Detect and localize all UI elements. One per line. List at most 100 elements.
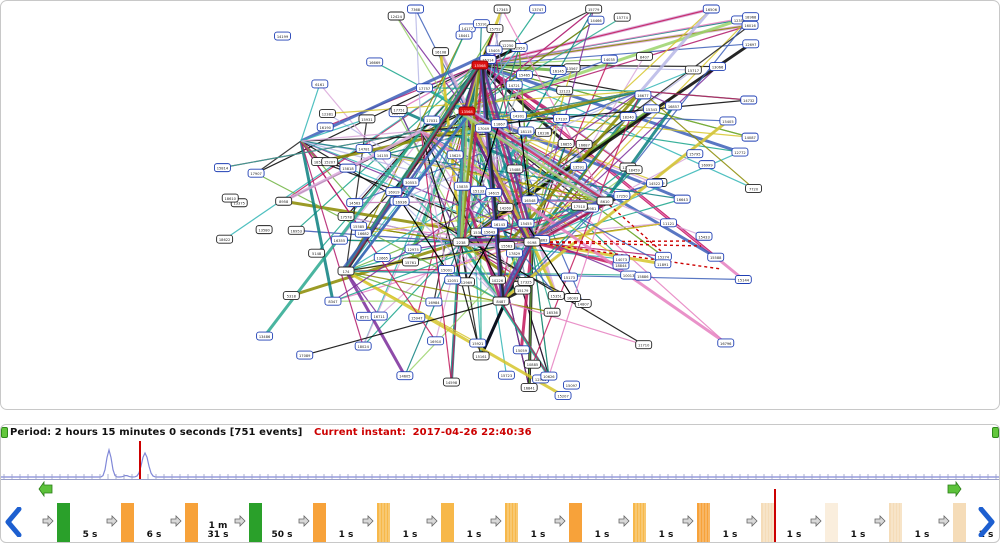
step-arrow-icon[interactable] [426,515,438,527]
graph-node[interactable]: 7368 [407,4,424,14]
graph-node[interactable]: 8407 [636,51,653,61]
graph-node-box[interactable] [458,106,476,116]
event-block-fill[interactable] [185,503,198,543]
event-block[interactable] [249,503,262,543]
graph-node-box[interactable] [686,149,704,159]
graph-node[interactable]: 17250 [613,191,631,201]
graph-node-box[interactable] [469,338,487,348]
graph-node-box[interactable] [416,83,433,93]
graph-node-box[interactable] [446,150,464,160]
graph-node[interactable]: 15643 [481,226,498,236]
graph-node[interactable]: 17089 [296,350,314,360]
step-arrow-icon[interactable] [362,515,374,527]
event-density-sparkline[interactable] [1,439,999,479]
graph-node-box[interactable] [556,85,574,95]
graph-node-box[interactable] [408,312,426,322]
graph-node[interactable]: 2238 [452,237,470,247]
event-block[interactable] [697,503,710,543]
graph-node-box[interactable] [442,377,460,387]
graph-node[interactable]: 16687 [575,139,593,149]
graph-node-box[interactable] [509,111,527,121]
graph-node-box[interactable] [585,4,603,14]
event-block-fill[interactable] [889,503,902,543]
graph-node[interactable]: 8347 [324,296,342,306]
graph-node[interactable]: 13066 [709,62,726,72]
graph-node[interactable]: 16003 [564,293,582,302]
graph-node[interactable]: 15291 [472,19,490,29]
graph-node[interactable]: 16711 [370,311,388,321]
graph-node[interactable]: 30553 [402,177,420,187]
graph-node-box[interactable] [324,296,342,306]
graph-node-box[interactable] [213,163,231,173]
zoom-left-arrow-icon[interactable] [38,481,53,498]
graph-node-box[interactable] [486,24,504,33]
graph-node[interactable]: 15455 [517,218,535,228]
graph-node-box[interactable] [496,202,514,212]
event-block-fill[interactable] [57,503,70,543]
graph-node-box[interactable] [612,254,630,264]
event-block-fill[interactable] [121,503,134,543]
graph-node[interactable]: 18441 [455,30,473,40]
graph-node-box[interactable] [516,70,533,80]
graph-node-box[interactable] [392,196,410,206]
graph-node[interactable]: 17031 [423,115,441,125]
graph-node-box[interactable] [646,178,663,188]
graph-node[interactable]: 15405 [719,116,737,126]
graph-node[interactable]: 12051 [444,275,462,285]
graph-node-box[interactable] [455,30,473,40]
graph-node[interactable]: 14732 [740,95,758,105]
event-block[interactable] [377,503,390,543]
graph-node[interactable]: 15274 [654,251,672,261]
graph-node[interactable]: 18610 [221,193,239,203]
graph-node-box[interactable] [452,237,470,247]
step-arrow-icon[interactable] [618,515,630,527]
graph-node-box[interactable] [337,211,355,221]
graph-node[interactable]: 16145 [549,65,567,75]
graph-node[interactable]: 14301 [509,111,527,121]
event-block-fill[interactable] [761,503,774,543]
graph-node[interactable]: 15717 [684,65,702,75]
graph-nodes[interactable]: 1824015133151448347151611295051483032012… [213,4,763,400]
graph-node-box[interactable] [709,62,726,72]
graph-node-box[interactable] [402,257,419,267]
event-block-fill[interactable] [633,503,646,543]
network-graph-panel[interactable]: 1824015133151448347151611295051483032012… [0,0,1000,410]
graph-node[interactable]: 16910 [427,336,445,346]
graph-node-box[interactable] [337,266,355,276]
graph-node[interactable]: 174 [337,266,355,276]
graph-node-box[interactable] [354,341,372,351]
graph-node[interactable]: 14073 [612,254,630,264]
graph-node[interactable]: 17757 [416,83,433,93]
graph-node-box[interactable] [643,104,660,114]
graph-node-box[interactable] [256,331,274,341]
graph-node[interactable]: 8571 [355,311,373,321]
step-arrow-icon[interactable] [746,515,758,527]
graph-node[interactable]: 15144 [734,275,752,284]
graph-node-box[interactable] [569,161,587,171]
step-arrow-icon[interactable] [106,515,118,527]
graph-node[interactable]: 15133 [470,185,487,195]
graph-node[interactable]: 15886 [634,271,652,281]
graph-node-box[interactable] [497,370,515,380]
graph-node[interactable]: 14199 [274,31,291,41]
graph-node[interactable]: 12975 [404,244,422,254]
event-block-fill[interactable] [825,503,838,543]
graph-node[interactable]: 14522 [646,178,663,188]
graph-node-box[interactable] [390,105,408,115]
step-arrow-icon[interactable] [234,515,246,527]
graph-node-box[interactable] [396,371,414,381]
graph-node-box[interactable] [673,194,691,204]
graph-node-box[interactable] [438,264,455,274]
graph-node[interactable]: 17907 [247,168,265,178]
graph-node-box[interactable] [308,248,326,258]
graph-node[interactable]: 18240 [619,112,637,122]
graph-node[interactable]: 10626 [540,371,558,381]
graph-node[interactable]: 16796 [717,338,735,348]
graph-node-box[interactable] [216,234,234,244]
graph-node-box[interactable] [296,350,314,360]
graph-node-box[interactable] [564,293,582,302]
graph-node[interactable]: 12772 [731,147,749,157]
graph-node[interactable]: 16936 [392,196,410,206]
graph-node[interactable]: 10226 [488,275,506,285]
graph-node[interactable]: 15761 [402,257,419,267]
